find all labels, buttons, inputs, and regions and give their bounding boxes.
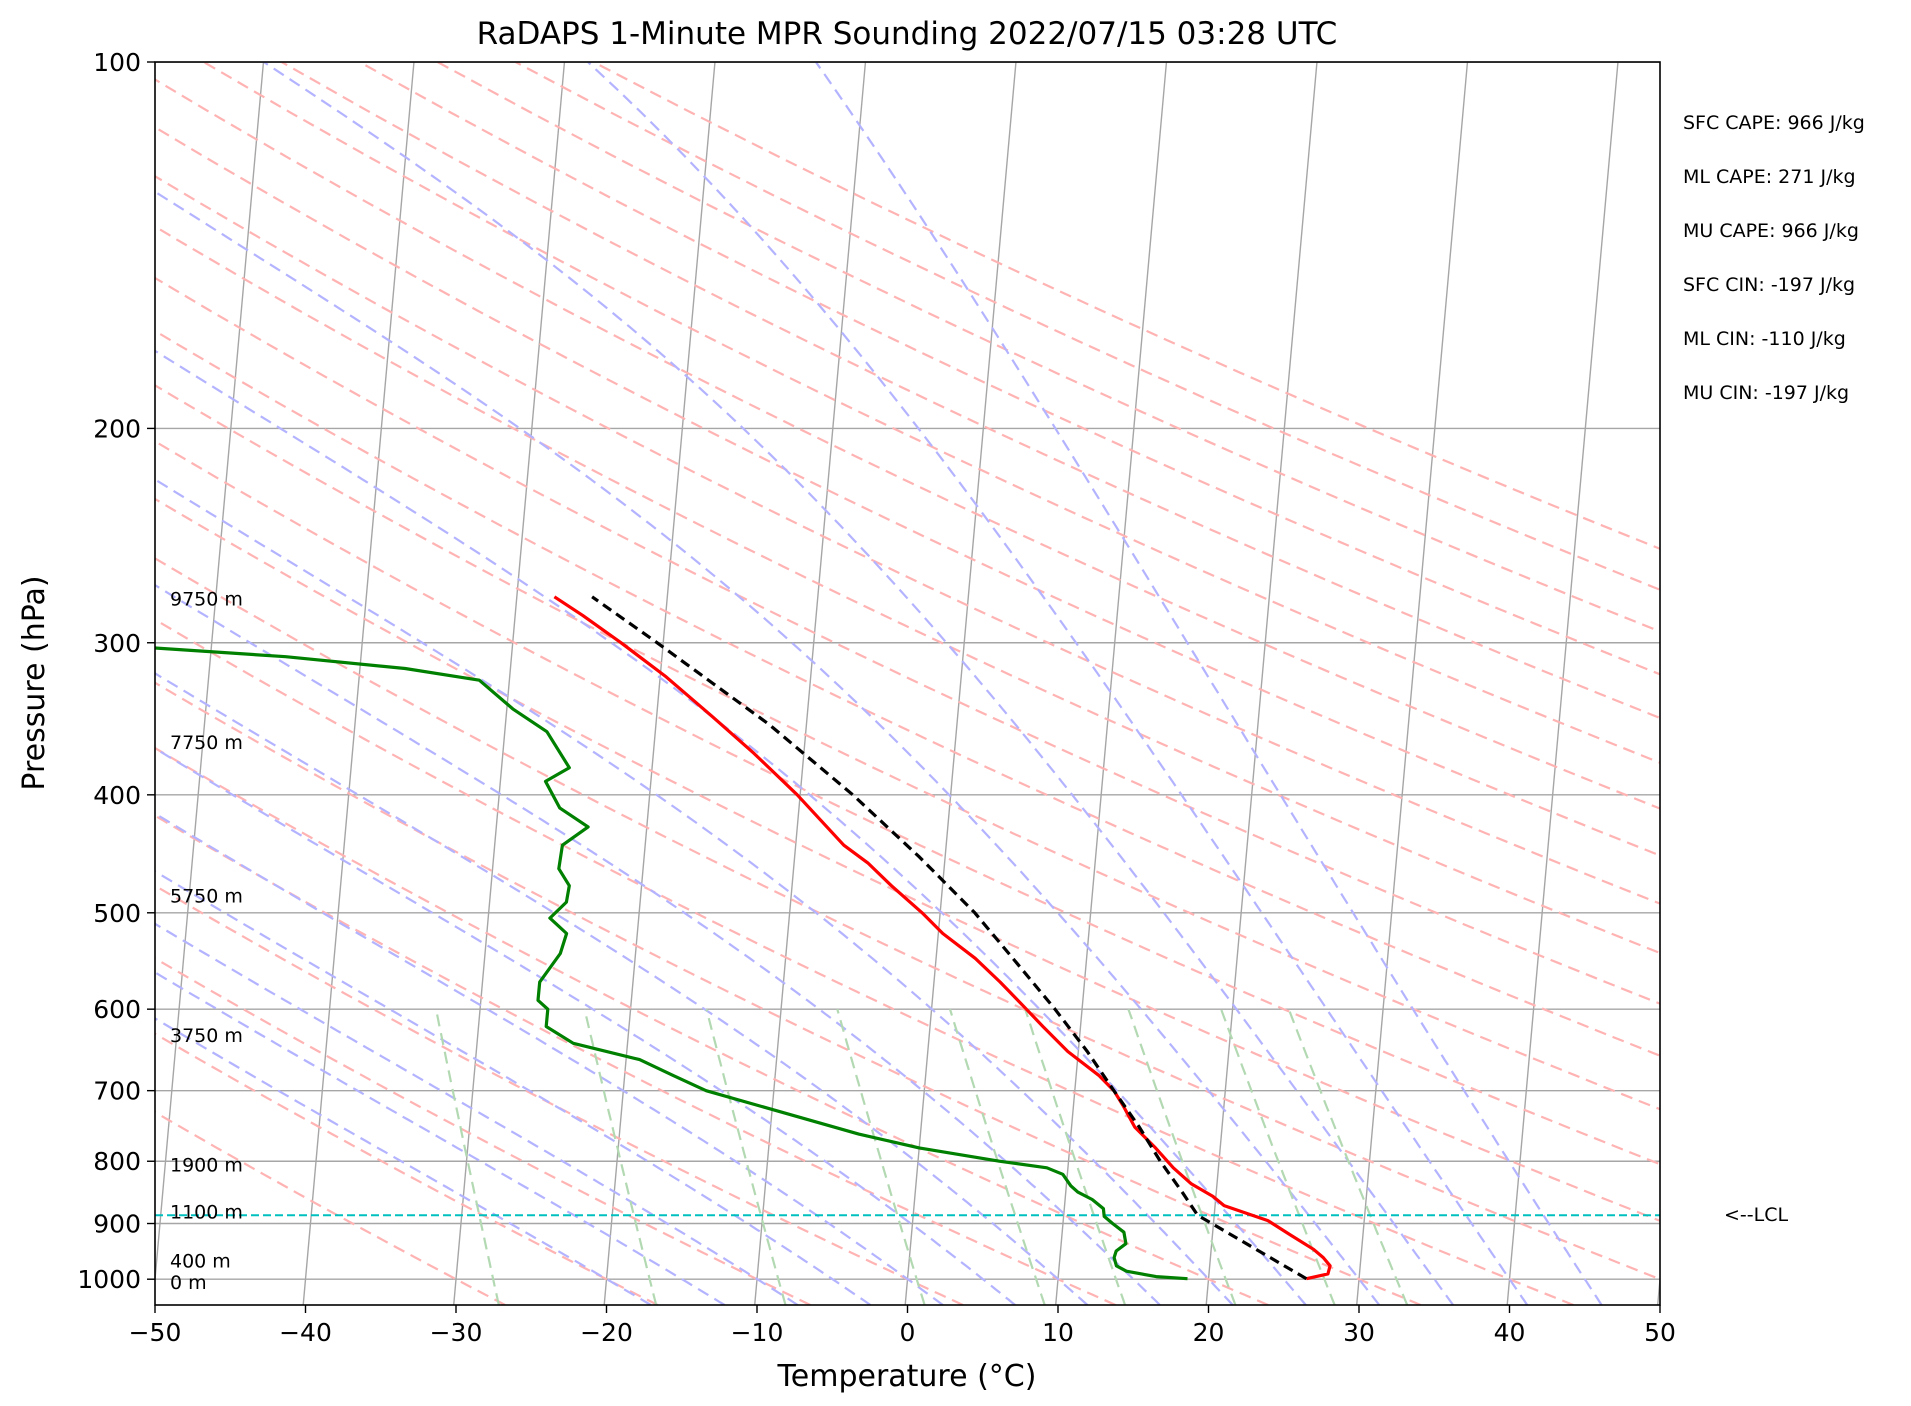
plot-frame [154,61,1661,1306]
x-tick-label: 40 [1494,1318,1526,1347]
y-axis-label: Pressure (hPa) [17,575,52,790]
parcel-profile-line [591,595,1308,1281]
isotherm-line [1808,62,1911,1305]
dry-adiabat-line [155,884,964,1305]
isotherm-line [453,62,566,1305]
isotherm-line [603,62,716,1305]
stability-index-text: MU CAPE: 966 J/kg [1683,220,1859,242]
dry-adiabat-line [155,618,1574,1305]
moist-adiabat-line [155,583,1161,1305]
moist-adiabat-line [155,747,1016,1305]
moist-adiabat-line [155,672,1089,1305]
dry-adiabat-line [155,681,1422,1305]
moist-adiabat-line [155,1017,652,1305]
x-tick-label: −10 [731,1318,784,1347]
moist-adiabat-line [814,62,1603,1305]
x-tick-label: −50 [129,1318,182,1347]
isotherm-line [1356,62,1469,1305]
dry-adiabat-line [155,814,1116,1305]
stability-index-text: ML CIN: -110 J/kg [1683,328,1846,350]
x-tick-label: −40 [279,1318,332,1347]
mixing-ratio-line [1220,1008,1336,1305]
height-label: 3750 m [170,1025,243,1047]
stability-index-text: SFC CIN: -197 J/kg [1683,274,1855,296]
stability-index-text: ML CAPE: 271 J/kg [1683,166,1856,188]
dry-adiabat-line [155,440,1660,1166]
stability-index-text: SFC CAPE: 966 J/kg [1683,112,1865,134]
mixing-ratio-line [836,1008,926,1305]
mixing-ratio-line [583,1008,658,1305]
y-tick-label: 600 [93,995,141,1024]
dry-adiabat-line [514,62,1660,591]
height-label: 7750 m [170,732,243,754]
isotherm-line [754,62,867,1305]
moist-adiabat-line [587,62,1529,1305]
y-tick-label: 400 [93,781,141,810]
chart-title: RaDAPS 1-Minute MPR Sounding 2022/07/15 … [477,16,1338,52]
y-tick-label: 900 [93,1210,141,1239]
x-tick-label: −30 [430,1318,483,1347]
x-axis-label: Temperature (°C) [777,1359,1037,1394]
lcl-label: <--LCL [1724,1204,1788,1226]
y-tick-label: 500 [93,899,141,928]
dry-adiabat-line [281,62,1660,720]
isotherm-line [904,62,1017,1305]
dry-adiabat-line [155,174,1660,905]
dry-adiabat-line [155,957,811,1305]
mixing-ratio-line [1024,1008,1127,1305]
height-label: 0 m [170,1272,207,1294]
height-label: 1900 m [170,1155,243,1177]
moist-adiabat-line [155,190,1381,1305]
height-label: 400 m [170,1250,231,1272]
x-tick-label: −20 [580,1318,633,1347]
x-tick-label: 10 [1042,1318,1074,1347]
dry-adiabat-line [155,384,1660,1111]
mixing-ratio-line [434,1008,500,1305]
dry-adiabat-line [203,62,1660,764]
x-tick-label: 20 [1193,1318,1225,1347]
mixing-ratio-line [1287,1008,1409,1305]
dewpoint-profile-line [155,646,1188,1281]
dry-adiabat-line [359,62,1660,676]
moist-adiabat-line [155,478,1234,1305]
isotherm-line [302,62,415,1305]
y-tick-label: 300 [93,629,141,658]
temperature-profile-line [553,595,1332,1281]
height-label: 9750 m [170,589,243,611]
mixing-ratio-line [948,1008,1046,1305]
y-tick-label: 200 [93,414,141,443]
dry-adiabat-line [155,557,1660,1281]
dry-adiabat-line [155,78,1660,810]
dry-adiabat-line [155,497,1660,1223]
isotherm-line [1506,62,1619,1305]
height-label: 1100 m [170,1202,243,1224]
y-tick-label: 1000 [77,1265,141,1294]
mixing-ratio-line [705,1008,787,1305]
dry-adiabat-line [436,62,1660,633]
x-tick-label: 30 [1343,1318,1375,1347]
mixing-ratio-line [1127,1008,1237,1305]
dry-adiabat-line [155,126,1660,857]
moist-adiabat-line [263,62,1454,1305]
dry-adiabat-line [155,276,1660,1005]
y-tick-label: 800 [93,1147,141,1176]
moist-adiabat-line [155,349,1307,1305]
height-label: 5750 m [170,886,243,908]
dry-adiabat-line [155,746,1269,1305]
dry-adiabat-line [155,1110,506,1305]
x-tick-label: 50 [1644,1318,1676,1347]
stability-index-text: MU CIN: -197 J/kg [1683,382,1849,404]
y-tick-label: 100 [93,48,141,77]
moist-adiabat-line [155,870,872,1305]
isotherm-line [1055,62,1168,1305]
isotherm-line [1657,1271,1660,1305]
dry-adiabat-line [592,62,1660,550]
stability-indices: SFC CAPE: 966 J/kg ML CAPE: 271 J/kg MU CA… [1683,112,1865,404]
isotherm-line [155,62,265,1288]
moist-adiabat-line [155,971,726,1305]
y-tick-label: 700 [93,1077,141,1106]
moist-adiabat-line [155,922,799,1305]
x-tick-label: 0 [900,1318,916,1347]
